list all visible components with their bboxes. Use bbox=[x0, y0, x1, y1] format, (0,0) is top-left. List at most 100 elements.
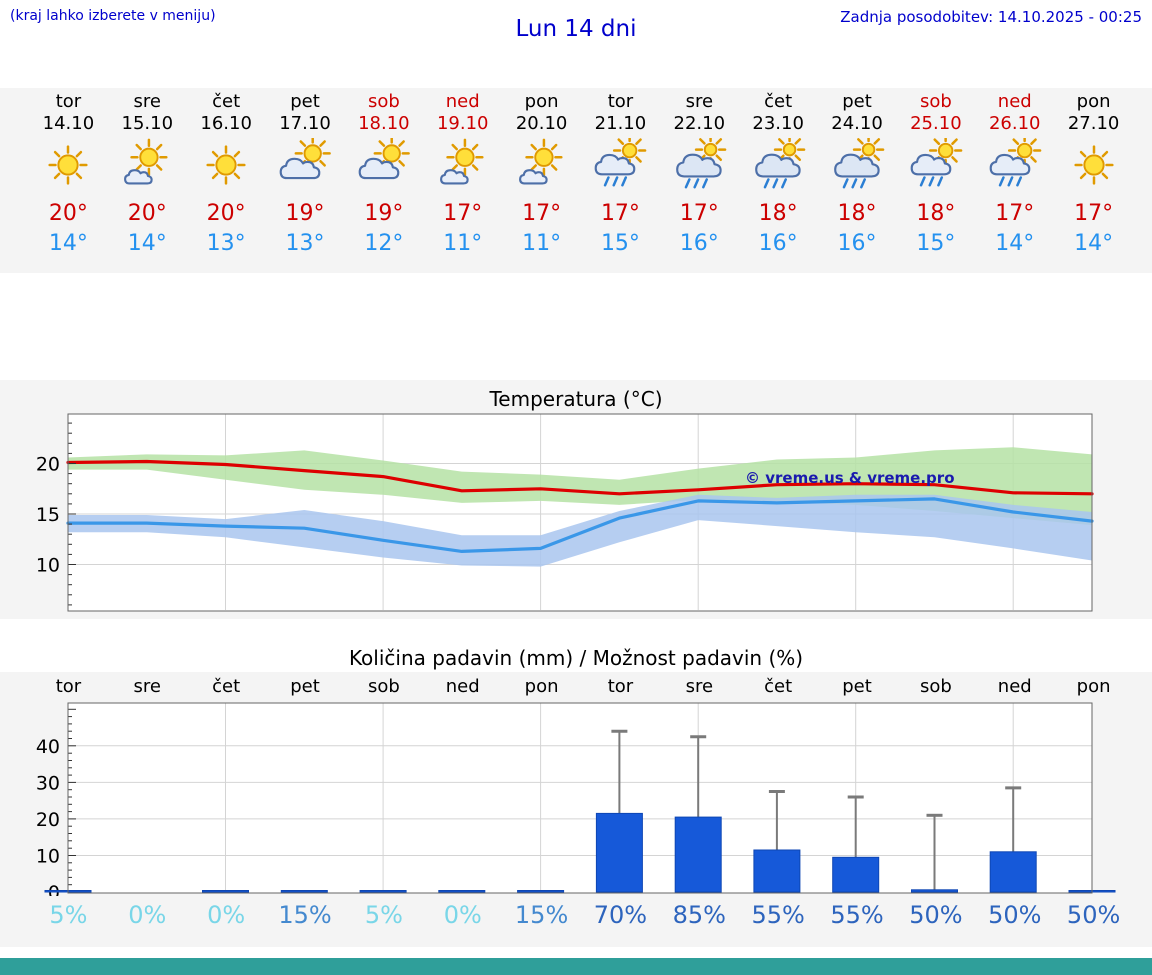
day-name: sre bbox=[685, 91, 714, 112]
forecast-day-column[interactable]: sob 18.10 19° 12° bbox=[344, 91, 423, 273]
precip-day-label: pon bbox=[524, 676, 559, 697]
day-date: 25.10 bbox=[910, 113, 962, 134]
forecast-day-column[interactable]: pet 17.10 19° 13° bbox=[266, 91, 345, 273]
low-temp: 16° bbox=[679, 231, 719, 256]
forecast-day-column[interactable]: čet 16.10 20° 13° bbox=[187, 91, 266, 273]
svg-text:20: 20 bbox=[36, 809, 60, 831]
precip-day-label: pet bbox=[290, 676, 320, 697]
day-name: sob bbox=[919, 91, 952, 112]
footer-strip bbox=[0, 958, 1152, 975]
precip-day-label: ned bbox=[997, 676, 1032, 697]
day-date: 15.10 bbox=[121, 113, 174, 134]
precip-probability-label: 0% bbox=[207, 901, 246, 929]
low-temp: 14° bbox=[127, 231, 167, 256]
high-temp: 17° bbox=[443, 201, 483, 226]
forecast-strip: tor 14.10 20° 14° sre 15.10 20° 14° čet 16.10 20° 1… bbox=[0, 88, 1152, 273]
precip-probability-label: 5% bbox=[49, 901, 88, 929]
svg-text:10: 10 bbox=[36, 555, 60, 577]
high-temp: 17° bbox=[995, 201, 1035, 226]
precip-probability-label: 55% bbox=[830, 901, 884, 929]
day-date: 23.10 bbox=[752, 113, 804, 134]
forecast-day-column[interactable]: ned 19.10 17° 11° bbox=[423, 91, 502, 273]
svg-text:10: 10 bbox=[36, 846, 60, 868]
precipitation-chart: 0 10 20 30 40 bbox=[36, 702, 1116, 896]
low-temp: 15° bbox=[600, 231, 640, 256]
precip-day-label: čet bbox=[764, 676, 793, 697]
high-temp: 20° bbox=[48, 201, 88, 226]
precipitation-chart-title: Količina padavin (mm) / Možnost padavin … bbox=[348, 646, 804, 670]
day-date: 17.10 bbox=[279, 113, 331, 134]
precip-probability-label: 15% bbox=[278, 901, 332, 929]
high-temp: 19° bbox=[285, 201, 325, 226]
forecast-day-column[interactable]: ned 26.10 17° 14° bbox=[975, 91, 1054, 273]
page-title: Lun 14 dni bbox=[515, 16, 637, 42]
forecast-day-column[interactable]: sre 22.10 17° 16° bbox=[660, 91, 739, 273]
temperature-chart-title: Temperatura (°C) bbox=[489, 387, 663, 411]
day-date: 14.10 bbox=[42, 113, 95, 134]
svg-text:20: 20 bbox=[36, 454, 60, 476]
precip-probability-label: 0% bbox=[128, 901, 167, 929]
sun-shower-icon bbox=[581, 136, 660, 194]
precipitation-probability-row: 5% 0% 0% 15% 5% 0% 15% 70% 85% 55% 55% 50% 50% 50% bbox=[0, 898, 1152, 932]
precipitation-day-labels: tor sre čet pet sob ned pon tor sre čet pet sob ned p… bbox=[0, 672, 1152, 697]
precip-day-label: sre bbox=[133, 676, 162, 697]
forecast-day-column[interactable]: tor 14.10 20° 14° bbox=[29, 91, 108, 273]
watermark: © vreme.us & vreme.pro bbox=[745, 469, 955, 487]
day-date: 27.10 bbox=[1067, 113, 1120, 134]
day-date: 18.10 bbox=[358, 113, 410, 134]
day-date: 26.10 bbox=[988, 113, 1041, 134]
sun-shower-icon bbox=[896, 136, 975, 194]
low-temp: 16° bbox=[837, 231, 877, 256]
rain-icon bbox=[818, 136, 897, 194]
forecast-day-column[interactable]: pon 20.10 17° 11° bbox=[502, 91, 581, 273]
forecast-day-column[interactable]: sre 15.10 20° 14° bbox=[108, 91, 187, 273]
forecast-day-column[interactable]: tor 21.10 17° 15° bbox=[581, 91, 660, 273]
precip-probability-label: 5% bbox=[364, 901, 403, 929]
high-temp: 19° bbox=[364, 201, 404, 226]
rain-icon bbox=[660, 136, 739, 194]
precip-probability-label: 50% bbox=[909, 901, 963, 929]
forecast-day-column[interactable]: čet 23.10 18° 16° bbox=[739, 91, 818, 273]
precip-day-label: sob bbox=[367, 676, 400, 697]
low-temp: 15° bbox=[916, 231, 956, 256]
precip-probability-label: 85% bbox=[672, 901, 726, 929]
sun-icon bbox=[29, 136, 108, 194]
precip-day-label: čet bbox=[212, 676, 241, 697]
day-name: pon bbox=[524, 91, 559, 112]
forecast-day-column[interactable]: sob 25.10 18° 15° bbox=[896, 91, 975, 273]
day-name: sob bbox=[367, 91, 400, 112]
day-name: pon bbox=[1076, 91, 1111, 112]
high-temp: 18° bbox=[837, 201, 877, 226]
precip-probability-label: 15% bbox=[514, 901, 569, 929]
day-date: 21.10 bbox=[594, 113, 647, 134]
forecast-day-column[interactable]: pet 24.10 18° 16° bbox=[818, 91, 897, 273]
precip-day-label: tor bbox=[607, 676, 634, 697]
high-temp: 17° bbox=[1074, 201, 1114, 226]
day-name: pet bbox=[842, 91, 872, 112]
day-date: 22.10 bbox=[673, 113, 726, 134]
precip-probability-label: 50% bbox=[1066, 901, 1121, 929]
high-temp: 17° bbox=[679, 201, 719, 226]
low-temp: 14° bbox=[995, 231, 1035, 256]
high-temp: 17° bbox=[600, 201, 640, 226]
location-menu-note: (kraj lahko izberete v meniju) bbox=[10, 8, 216, 24]
low-temp: 11° bbox=[522, 231, 562, 256]
day-date: 19.10 bbox=[436, 113, 489, 134]
day-date: 20.10 bbox=[515, 113, 568, 134]
low-temp: 16° bbox=[758, 231, 798, 256]
svg-text:30: 30 bbox=[36, 772, 60, 794]
low-temp: 13° bbox=[206, 231, 246, 256]
last-update-text: Zadnja posodobitev: 14.10.2025 - 00:25 bbox=[840, 8, 1142, 26]
forecast-day-column[interactable]: pon 27.10 17° 14° bbox=[1054, 91, 1133, 273]
precip-probability-label: 55% bbox=[751, 901, 805, 929]
day-name: ned bbox=[445, 91, 480, 112]
svg-text:15: 15 bbox=[36, 504, 60, 526]
high-temp: 18° bbox=[758, 201, 798, 226]
day-name: čet bbox=[764, 91, 793, 112]
day-name: tor bbox=[607, 91, 634, 112]
day-name: tor bbox=[55, 91, 82, 112]
low-temp: 12° bbox=[364, 231, 404, 256]
day-name: ned bbox=[997, 91, 1032, 112]
high-temp: 17° bbox=[522, 201, 562, 226]
cloud-sun-icon bbox=[344, 136, 423, 194]
